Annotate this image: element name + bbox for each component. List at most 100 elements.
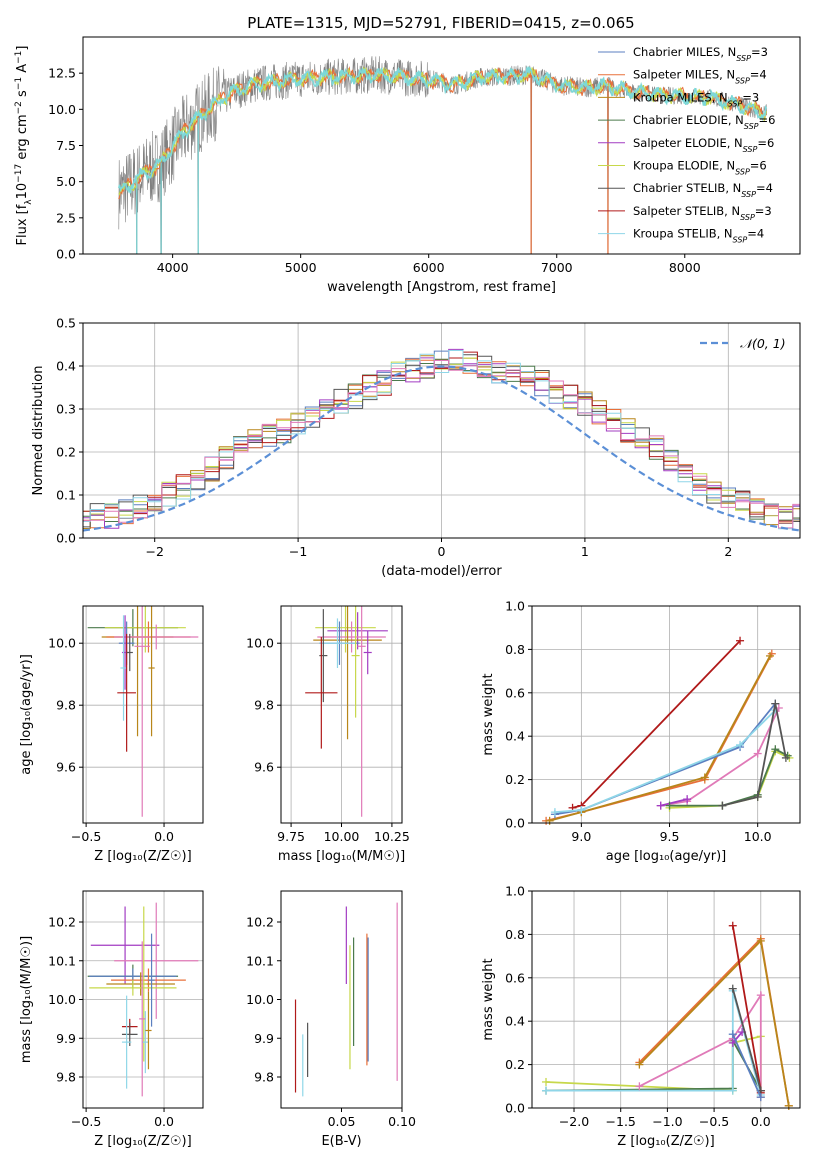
weight-series-line	[660, 707, 780, 807]
x-tick-label: 10.0	[744, 829, 772, 844]
residual-histogram-step	[83, 350, 800, 524]
y-tick-label: 10.2	[246, 915, 274, 930]
plot-area-age_vs_Z	[87, 606, 199, 817]
legend-entry-text: Kroupa STELIB, N	[633, 227, 733, 241]
x-tick-label: −1	[289, 544, 307, 559]
y-tick-label: 9.8	[56, 1070, 76, 1085]
legend-entry-suffix: =4	[750, 68, 767, 82]
plot-area-mass_vs_Z	[87, 902, 199, 1097]
legend-entry-suffix: =3	[751, 45, 768, 59]
y-tick-label: 9.6	[254, 760, 274, 775]
weight-series-line	[732, 1031, 743, 1044]
weight-series-line	[554, 709, 776, 813]
y-axis-label-part: Flux [f	[15, 204, 30, 245]
x-tick-label: 8000	[669, 260, 701, 275]
x-tick-label: 5000	[285, 260, 317, 275]
y-tick-label: 0.0	[505, 816, 525, 831]
weight-series-line	[549, 655, 771, 822]
axes-frame	[280, 890, 403, 1109]
weight-series-line	[722, 703, 787, 807]
weight-series-line	[731, 988, 762, 1091]
x-tick-label: 0.0	[154, 829, 174, 844]
y-tick-label: 2.5	[56, 210, 76, 225]
legend-entry: Chabrier STELIB, NSSP=4	[633, 181, 773, 199]
legend-entry-text: Salpeter STELIB, N	[633, 204, 740, 218]
y-tick-label: 0.6	[505, 685, 525, 700]
y-axis-label: mass weight	[481, 673, 496, 755]
legend-entry-suffix: =4	[747, 227, 764, 241]
normal-distribution-curve	[83, 365, 800, 532]
x-tick-label: 10.00	[324, 829, 360, 844]
y-tick-label: 10.0	[48, 102, 76, 117]
y-axis-label: Flux [fλ10−17 erg cm−2 s−1 A−1]	[14, 46, 34, 246]
y-tick-label: 9.8	[254, 1070, 274, 1085]
axes-spectrum: 4000 5000 6000 7000 8000 0.0 2.5 5.0 7.5 10.0 12.5…	[14, 36, 801, 295]
y-tick-label: 9.9	[56, 1031, 76, 1046]
x-axis-label: (data-model)/error	[381, 564, 502, 579]
y-tick-label: 5.0	[56, 174, 76, 189]
legend-entry: Salpeter STELIB, NSSP=3	[633, 204, 772, 222]
x-axis-label: Z [log₁₀(Z/Z☉)]	[617, 1134, 714, 1149]
x-tick-label: −1.0	[652, 1114, 682, 1129]
y-axis-label-part: λ	[24, 199, 34, 205]
y-tick-label: 0.5	[56, 316, 76, 331]
y-axis-label: age [log₁₀(age/yr)]	[19, 654, 34, 775]
y-tick-label: 9.6	[56, 760, 76, 775]
x-tick-label: 6000	[413, 260, 445, 275]
legend-entry-subscript: SSP	[741, 190, 756, 199]
x-tick-label: −2.0	[559, 1114, 589, 1129]
y-tick-label: 10.1	[48, 953, 76, 968]
y-tick-label: 0.4	[505, 729, 525, 744]
axes-mass_vs_Z: −0.5 0.0 9.8 9.9 10.0 10.1 10.2 Z [log₁₀(Z/Z☉)]…	[19, 890, 204, 1149]
x-tick-label: 9.0	[571, 829, 591, 844]
y-tick-label: 9.9	[254, 1031, 274, 1046]
axes-residuals: −2 −1 0 1 2 0.0 0.1 0.2 0.3 0.4 0.5 (data-model)/er…	[31, 316, 801, 579]
x-axis-label: Z [log₁₀(Z/Z☉)]	[94, 1134, 191, 1149]
legend-entry-text: Chabrier ELODIE, N	[633, 113, 744, 127]
x-tick-label: 1	[581, 544, 589, 559]
y-tick-label: 10.0	[246, 636, 274, 651]
y-tick-label: 0.0	[505, 1101, 525, 1116]
legend-entry-subscript: SSP	[740, 212, 755, 221]
y-axis-label: Normed distribution	[31, 366, 46, 496]
legend-entry-text: Kroupa MILES, N	[633, 90, 728, 104]
x-tick-label: −0.5	[699, 1114, 729, 1129]
legend-entry-subscript: SSP	[736, 54, 751, 63]
x-tick-label: 0.10	[388, 1114, 416, 1129]
legend-entry-text: Salpeter ELODIE, N	[633, 136, 743, 150]
y-axis-label-part: −1	[14, 77, 24, 90]
x-tick-label: −1.5	[606, 1114, 636, 1129]
weight-series-line	[545, 653, 773, 822]
x-axis-label: mass [log₁₀(M/M☉)]	[278, 849, 405, 864]
residual-histogram-step	[83, 355, 800, 529]
y-axis-label-part: A	[15, 64, 30, 77]
y-tick-label: 0.8	[505, 642, 525, 657]
legend-entry-subscript: SSP	[744, 122, 759, 131]
weight-series-line	[731, 1033, 762, 1098]
y-tick-label: 1.0	[505, 884, 525, 899]
legend-entry: Chabrier MILES, NSSP=3	[633, 45, 768, 63]
x-axis-label: wavelength [Angstrom, rest frame]	[327, 280, 556, 295]
weight-series-line	[660, 798, 688, 807]
y-axis-label-part: erg cm	[15, 114, 30, 163]
observed-spectrum-line	[118, 56, 611, 254]
y-tick-label: 0.4	[505, 1014, 525, 1029]
residual-histogram-step	[83, 360, 800, 529]
x-tick-label: 10.25	[374, 829, 410, 844]
y-axis-label-part: ]	[15, 46, 30, 51]
weight-series-line	[554, 703, 776, 816]
axes-frame	[531, 890, 801, 1109]
legend-entry-subscript: SSP	[735, 167, 750, 176]
x-tick-label: 9.75	[277, 829, 305, 844]
y-axis-label-part: s	[15, 90, 30, 101]
legend-entry-suffix: =3	[742, 90, 759, 104]
y-tick-label: 0.2	[505, 1057, 525, 1072]
legend-entry-suffix: =6	[759, 113, 776, 127]
y-axis-label-part: −2	[14, 101, 24, 114]
x-axis-label: E(B-V)	[321, 1134, 361, 1149]
legend-entry: Kroupa MILES, NSSP=3	[633, 90, 759, 108]
y-tick-label: 9.8	[254, 698, 274, 713]
y-tick-label: 10.1	[246, 953, 274, 968]
